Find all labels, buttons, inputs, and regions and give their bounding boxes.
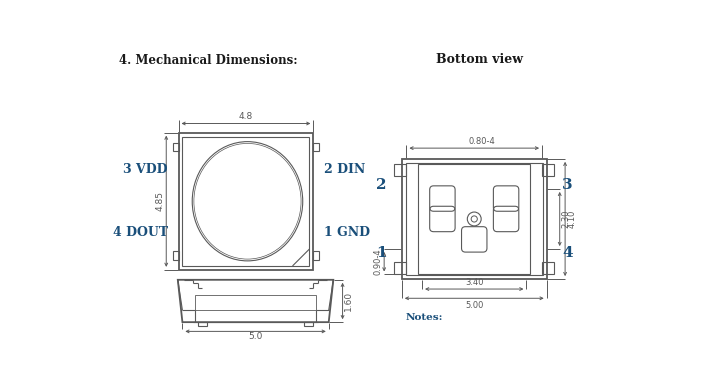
Bar bbox=[304, 322, 313, 326]
Bar bbox=[394, 163, 407, 176]
Bar bbox=[406, 163, 543, 275]
Text: Notes:: Notes: bbox=[406, 313, 443, 322]
Text: 4.85: 4.85 bbox=[156, 191, 164, 211]
Bar bbox=[418, 163, 530, 274]
Text: 2 DIN: 2 DIN bbox=[324, 163, 365, 176]
Text: 4. Mechanical Dimensions:: 4. Mechanical Dimensions: bbox=[119, 54, 298, 67]
Text: 4 DOUT: 4 DOUT bbox=[113, 226, 168, 239]
Bar bbox=[195, 296, 316, 310]
Text: 2: 2 bbox=[376, 178, 386, 192]
Text: 0.90-4: 0.90-4 bbox=[373, 248, 383, 275]
Bar bbox=[542, 262, 554, 274]
Bar bbox=[402, 159, 546, 279]
Bar bbox=[394, 262, 407, 274]
Text: 4: 4 bbox=[562, 246, 573, 259]
Bar bbox=[198, 322, 207, 326]
Bar bbox=[173, 251, 179, 260]
Text: 4.10: 4.10 bbox=[568, 210, 576, 228]
Bar bbox=[313, 143, 318, 151]
Text: 1: 1 bbox=[376, 246, 386, 259]
Bar bbox=[313, 251, 318, 260]
Text: 3: 3 bbox=[562, 178, 573, 192]
Bar bbox=[173, 143, 179, 151]
Text: 5.0: 5.0 bbox=[249, 332, 263, 341]
Text: 5.00: 5.00 bbox=[465, 301, 484, 310]
Text: 3 VDD: 3 VDD bbox=[124, 163, 168, 176]
Bar bbox=[542, 163, 554, 176]
Bar bbox=[182, 136, 309, 266]
Bar bbox=[179, 133, 313, 270]
Text: 1.60: 1.60 bbox=[344, 291, 353, 311]
Text: Bottom view: Bottom view bbox=[436, 53, 523, 66]
Text: 4.8: 4.8 bbox=[239, 112, 253, 121]
Text: 2.30: 2.30 bbox=[561, 210, 570, 228]
Text: 3.40: 3.40 bbox=[465, 278, 484, 287]
Text: 1 GND: 1 GND bbox=[324, 226, 370, 239]
Text: 0.80-4: 0.80-4 bbox=[469, 137, 496, 146]
